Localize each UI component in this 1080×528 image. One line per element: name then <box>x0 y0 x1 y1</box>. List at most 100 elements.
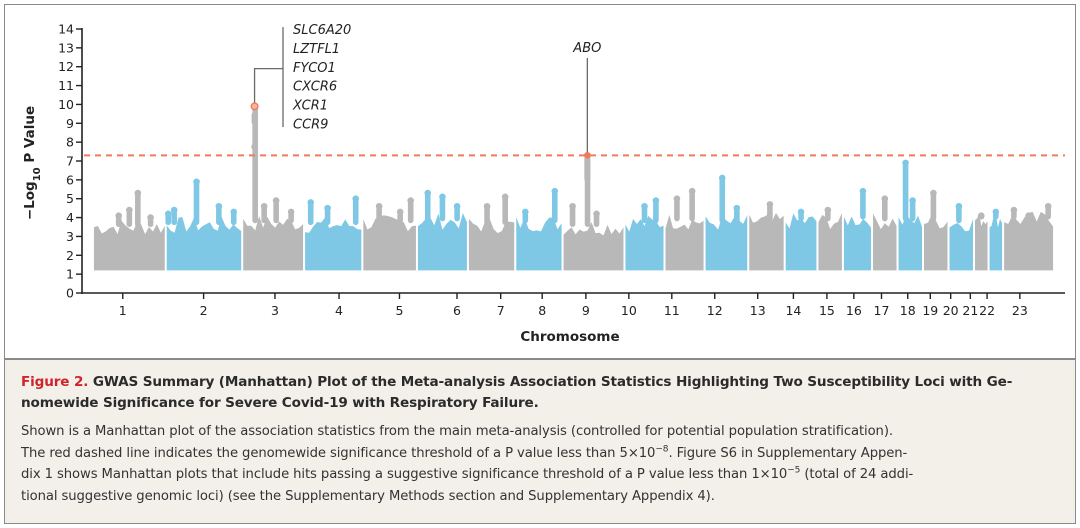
top-hit-point-abo <box>584 152 591 159</box>
peak-column-chr4 <box>307 202 314 226</box>
x-tick-label-chr17: 17 <box>874 303 890 318</box>
x-tick-label-chr6: 6 <box>453 303 461 318</box>
gene-label-abo: ABO <box>572 41 601 56</box>
peak-point-chr4 <box>352 195 360 203</box>
peak-column-chr2 <box>230 211 237 226</box>
x-tick-label-chr1: 1 <box>119 303 127 318</box>
peak-point-chr20 <box>955 202 963 210</box>
caption-body-line2b: . Figure S6 in Supplementary Appen- <box>668 445 908 461</box>
chromosome-band-10 <box>625 215 664 271</box>
peak-point-chr1 <box>134 189 142 197</box>
peak-point-chr2 <box>193 178 200 186</box>
peak-point-chr3 <box>260 202 268 210</box>
peak-column-chr7 <box>484 206 490 226</box>
chromosome-band-4 <box>305 217 362 271</box>
x-tick-label-chr20: 20 <box>943 303 959 318</box>
chromosome-band-20 <box>949 219 973 271</box>
chromosome-band-18 <box>898 214 923 271</box>
chromosome-band-22 <box>989 213 1003 271</box>
peak-column-chr17 <box>881 198 888 222</box>
peak-point-chr2 <box>230 208 238 216</box>
peak-point-chr23 <box>1025 212 1032 219</box>
peak-column-chr16 <box>860 191 866 220</box>
peak-column-chr8 <box>551 191 558 224</box>
peak-column-chr12 <box>719 177 726 224</box>
x-tick-label-chr5: 5 <box>395 303 403 318</box>
chromosome-band-13 <box>749 213 784 271</box>
gene-label-cxcr6: CXCR6 <box>293 80 337 95</box>
gene-label-fyco1: FYCO1 <box>293 61 336 76</box>
x-tick-label-chr18: 18 <box>900 303 916 318</box>
peak-point-chr21 <box>977 212 985 219</box>
peak-column-chr4 <box>324 208 331 226</box>
peak-point-chr17 <box>881 195 889 203</box>
x-tick-label-chr15: 15 <box>819 303 835 318</box>
x-tick-label-chr21: 21 <box>962 303 978 318</box>
peak-column-chr23 <box>1045 206 1051 220</box>
peak-point-chr3 <box>287 208 295 216</box>
peak-points <box>115 103 1052 227</box>
gene-label-slc6a20: SLC6A20 <box>293 23 351 38</box>
y-tick-label: 4 <box>66 210 74 225</box>
peak-column-chr9 <box>569 206 576 227</box>
y-axis-title-part: −Log <box>22 181 38 220</box>
locus-chr3-point <box>251 143 258 151</box>
x-tick-label-chr14: 14 <box>785 303 801 318</box>
chromosome-band-1 <box>93 220 165 271</box>
y-axis-title: −Log10 P Value <box>22 106 43 220</box>
x-tick-label-chr2: 2 <box>200 303 208 318</box>
peak-point-chr23 <box>1010 206 1018 214</box>
y-tick-label: 3 <box>66 229 74 244</box>
figure-caption: Figure 2. GWAS Summary (Manhattan) Plot … <box>4 358 1076 524</box>
chromosome-band-15 <box>818 213 842 271</box>
peak-point-chr6 <box>439 193 446 201</box>
peak-column-chr1 <box>135 193 141 227</box>
peak-point-chr23 <box>1044 202 1052 210</box>
peak-column-chr6 <box>424 193 431 222</box>
x-axis-title: Chromosome <box>520 329 619 345</box>
y-axis-title-part: P Value <box>22 106 38 168</box>
chromosome-band-19 <box>924 214 948 271</box>
peak-column-chr10 <box>653 200 659 224</box>
x-tick-label-chr3: 3 <box>271 303 279 318</box>
chromosome-band-12 <box>705 215 748 271</box>
chromosome-band-14 <box>785 213 817 271</box>
caption-body-line3a: dix 1 shows Manhattan plots that include… <box>21 467 788 482</box>
chromosome-band-21 <box>974 212 988 271</box>
peak-column-chr3 <box>252 106 258 224</box>
peak-point-chr14 <box>797 208 805 216</box>
locus-abo-stack <box>584 155 591 182</box>
chromosome-band-2 <box>166 216 242 271</box>
x-tick-label-chr23: 23 <box>1012 303 1028 318</box>
peak-column-chr2 <box>171 210 177 226</box>
peak-point-chr9 <box>569 202 576 210</box>
peak-point-chr6 <box>424 189 432 197</box>
x-tick-label-chr9: 9 <box>582 303 590 318</box>
peak-point-chr12 <box>733 204 741 212</box>
peak-point-chr9 <box>593 210 600 218</box>
peak-column-chr6 <box>439 196 446 222</box>
caption-body-line1: Shown is a Manhattan plot of the associa… <box>21 424 893 439</box>
y-tick-label: 11 <box>58 78 74 93</box>
caption-body-line4: tional suggestive genomic loci) (see the… <box>21 488 715 504</box>
peak-column-chr11 <box>689 191 695 222</box>
peak-point-chr2 <box>215 202 223 210</box>
gene-label-lztfl1: LZTFL1 <box>293 42 340 57</box>
chromosome-band-9 <box>563 222 624 271</box>
x-tick-label-chr4: 4 <box>335 303 343 318</box>
peak-column-chr2 <box>216 206 222 226</box>
y-tick-label: 13 <box>58 40 74 55</box>
chromosome-band-3 <box>243 215 304 271</box>
chromosome-band-8 <box>516 216 562 271</box>
figure-label: Figure 2. <box>21 374 89 390</box>
peak-column-chr11 <box>674 198 680 222</box>
peak-column-chr18 <box>909 200 916 222</box>
y-tick-label: 12 <box>58 59 74 74</box>
peak-point-chr18 <box>902 159 909 167</box>
y-tick-label: 1 <box>66 267 74 282</box>
peak-point-chr1 <box>126 206 133 214</box>
y-tick-label: 5 <box>66 191 74 206</box>
x-tick-label-chr10: 10 <box>621 303 637 318</box>
peak-column-chr7 <box>502 196 508 226</box>
